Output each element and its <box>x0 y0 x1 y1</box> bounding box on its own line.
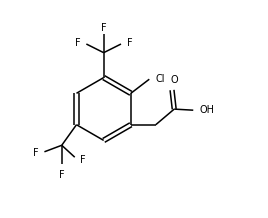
Text: F: F <box>80 155 85 165</box>
Text: Cl: Cl <box>155 74 165 84</box>
Text: F: F <box>75 38 80 48</box>
Text: F: F <box>59 170 65 180</box>
Text: OH: OH <box>200 105 215 115</box>
Text: F: F <box>101 23 106 33</box>
Text: O: O <box>171 75 178 85</box>
Text: F: F <box>127 38 133 48</box>
Text: F: F <box>33 148 38 158</box>
